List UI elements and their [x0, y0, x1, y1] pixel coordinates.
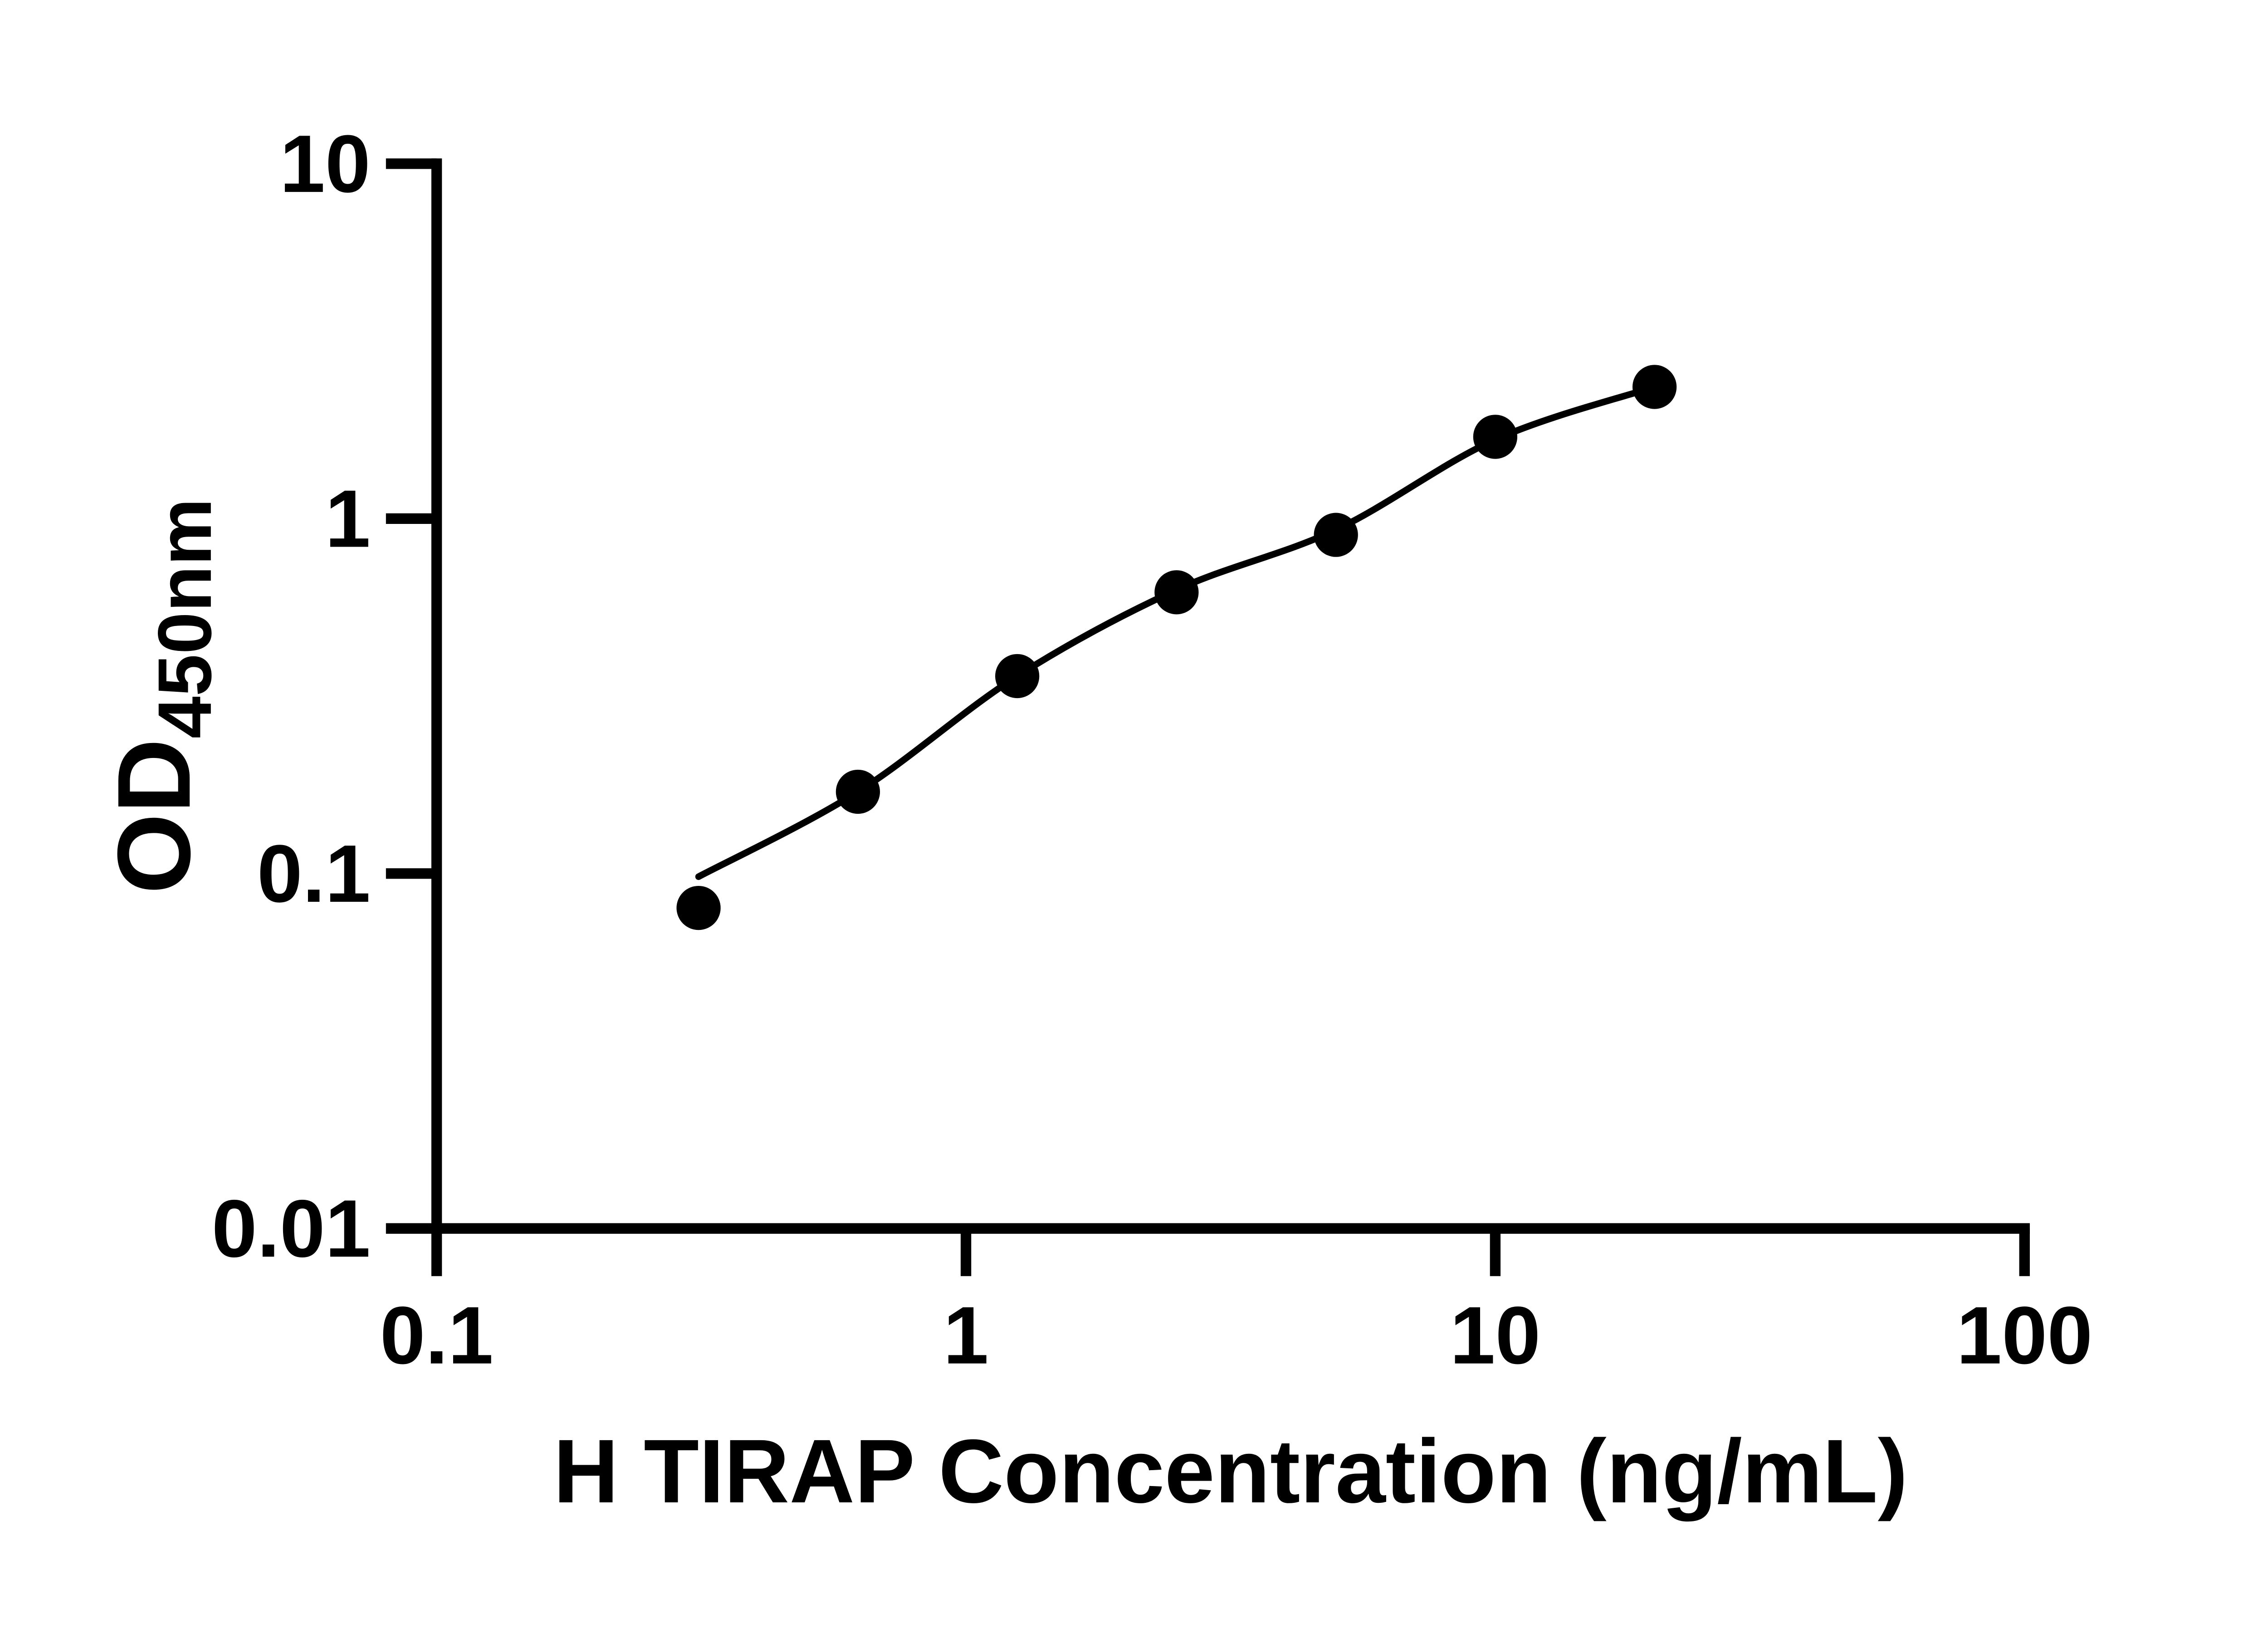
y-axis-title-subscript: 450nm — [143, 498, 227, 738]
y-tick-labels: 0.01 0.1 1 10 — [212, 118, 371, 1274]
data-point — [995, 654, 1040, 699]
x-tick-label: 0.1 — [380, 1290, 494, 1381]
x-tick-label: 10 — [1450, 1290, 1540, 1381]
x-axis-title: H TIRAP Concentration (ng/mL) — [553, 1421, 1908, 1522]
y-axis-title-main: OD — [96, 738, 212, 894]
data-point — [1314, 513, 1358, 557]
data-point — [836, 769, 880, 814]
x-tick-label: 100 — [1956, 1290, 2092, 1381]
x-tick-marks — [431, 1228, 2030, 1276]
y-axis: 0.01 0.1 1 10 OD450nm — [96, 118, 442, 1274]
y-tick-label: 10 — [280, 118, 371, 210]
x-axis: 0.1 1 10 100 H TIRAP Concentration (ng/mL) — [380, 1223, 2093, 1522]
y-tick-label: 1 — [325, 474, 371, 565]
y-axis-title: OD450nm — [96, 498, 227, 894]
plot-area — [676, 365, 1677, 930]
data-points — [676, 365, 1677, 930]
data-point — [1154, 570, 1199, 615]
x-tick-label: 1 — [943, 1290, 988, 1381]
y-tick-label: 0.1 — [257, 828, 371, 919]
y-tick-marks — [386, 158, 437, 1234]
data-point — [1632, 365, 1677, 409]
x-tick-labels: 0.1 1 10 100 — [380, 1290, 2093, 1381]
data-point — [1473, 415, 1518, 459]
data-point — [676, 885, 721, 930]
y-tick-label: 0.01 — [212, 1183, 371, 1274]
